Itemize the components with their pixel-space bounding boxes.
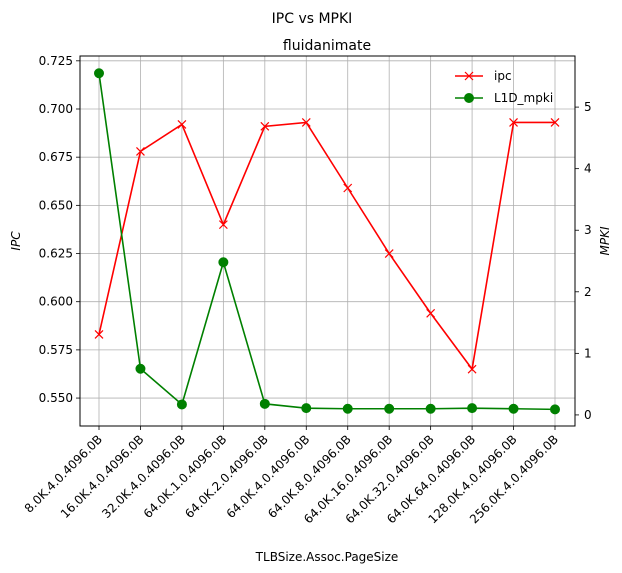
- ipc-marker-x: [301, 118, 311, 127]
- right-axis: 0 1 2 3 4 5: [575, 100, 592, 422]
- marker-stroke: [94, 330, 104, 339]
- L1D_mpki-marker-dot: [342, 403, 353, 414]
- marker-stroke: [550, 118, 560, 127]
- left-tick-label: 0.725: [39, 54, 73, 68]
- L1D_mpki-marker-dot: [301, 403, 312, 414]
- legend-marker-x: [464, 71, 474, 81]
- right-tick-label: 4: [584, 162, 592, 176]
- chart-suptitle: IPC vs MPKI: [272, 11, 353, 27]
- ipc-marker-x: [426, 308, 436, 318]
- L1D_mpki-marker-dot: [176, 399, 187, 410]
- legend: ipc L1D_mpki: [455, 69, 553, 105]
- ipc-marker-x: [136, 146, 145, 156]
- right-tick-label: 0: [584, 408, 592, 422]
- right-tick-label: 3: [584, 223, 592, 237]
- left-tick-label: 0.650: [39, 198, 73, 212]
- L1D_mpki-marker-dot: [218, 257, 229, 268]
- ipc-line: [98, 121, 555, 372]
- left-tick-label: 0.675: [39, 150, 73, 164]
- legend-marker-dot: [464, 93, 474, 103]
- grid-layer: [80, 56, 575, 426]
- marker-stroke: [467, 364, 477, 374]
- ipc-marker-x: [94, 330, 104, 339]
- L1D_mpki-marker-dot: [94, 68, 104, 79]
- legend-label-L1D_mpki: L1D_mpki: [494, 91, 553, 105]
- L1D_mpki-marker-dot: [550, 404, 560, 415]
- left-tick-label: 0.700: [39, 102, 73, 116]
- ipc-marker-x: [177, 119, 187, 129]
- left-axis: 0.550 0.575 0.600 0.625 0.650 0.675 0.700 0.725: [39, 54, 80, 405]
- marker-stroke: [509, 118, 518, 127]
- plot-frame: [79, 55, 576, 427]
- L1D_mpki-line: [98, 73, 556, 411]
- right-tick-label: 5: [584, 100, 592, 114]
- left-tick-label: 0.600: [39, 295, 73, 309]
- L1D_mpki-marker-dot: [259, 398, 270, 409]
- ipc-marker-x: [343, 183, 353, 193]
- marker-stroke: [218, 220, 228, 230]
- left-axis-label: IPC: [9, 231, 23, 251]
- ipc-marker-x: [467, 364, 477, 374]
- marker-stroke: [260, 121, 270, 131]
- ipc-marker-x: [260, 121, 270, 131]
- ipc-marker-x: [384, 249, 394, 258]
- x-axis: 8.0K.4.0.4096.0B16.0K.4.0.4096.0B32.0K.4…: [22, 426, 561, 526]
- right-tick-label: 2: [584, 285, 592, 299]
- L1D_mpki-marker-dot: [135, 363, 146, 374]
- series-layer: [94, 68, 560, 415]
- legend-label-ipc: ipc: [494, 69, 512, 83]
- L1D_mpki-marker-dot: [467, 403, 478, 414]
- marker-stroke: [301, 118, 311, 127]
- L1D_mpki-marker-dot: [384, 403, 395, 414]
- marker-stroke: [426, 308, 436, 318]
- chart-title: fluidanimate: [283, 38, 371, 54]
- left-tick-label: 0.550: [39, 391, 73, 405]
- ipc-marker-x: [509, 118, 518, 127]
- right-axis-label: MPKI: [598, 226, 612, 255]
- marker-stroke: [136, 146, 145, 156]
- right-tick-label: 1: [584, 346, 592, 360]
- left-tick-label: 0.575: [39, 343, 73, 357]
- marker-stroke: [343, 183, 353, 193]
- marker-stroke: [384, 249, 394, 258]
- ipc-marker-x: [550, 118, 560, 127]
- marker-stroke: [177, 119, 187, 129]
- left-tick-label: 0.625: [39, 247, 73, 261]
- x-tick-label: 8.0K.4.0.4096.0B: [22, 432, 105, 515]
- x-axis-label: TLBSize.Assoc.PageSize: [255, 550, 399, 564]
- ipc-marker-x: [218, 220, 228, 230]
- L1D_mpki-marker-dot: [508, 403, 519, 414]
- L1D_mpki-marker-dot: [425, 403, 436, 414]
